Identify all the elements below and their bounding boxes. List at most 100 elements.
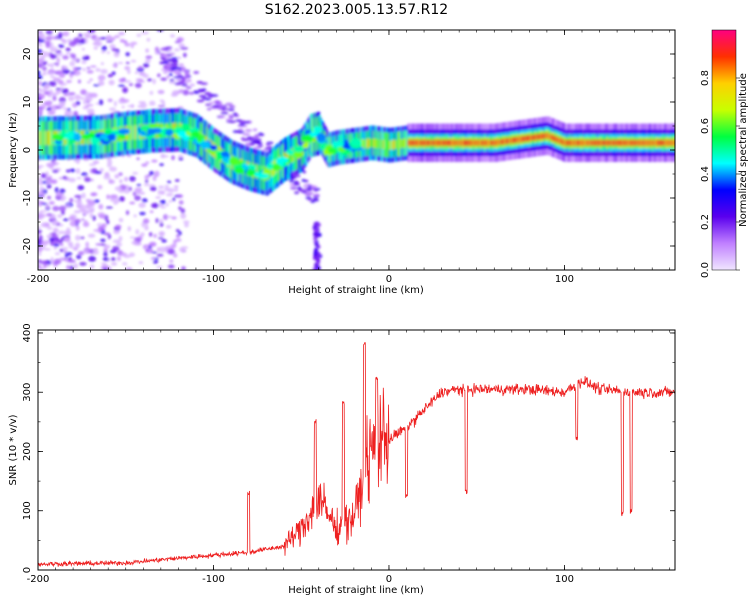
- spectrogram-speckle: [160, 205, 166, 209]
- spectrogram-speckle: [174, 187, 179, 192]
- spectrogram-speckle: [68, 95, 75, 102]
- spectrogram-speckle: [123, 80, 132, 83]
- spectrogram-speckle: [134, 187, 143, 193]
- spectrogram-speckle: [119, 179, 123, 184]
- spectrogram-streak: [313, 196, 319, 200]
- spectrogram-speckle: [152, 78, 156, 85]
- colorbar-tick-label: 0.8: [700, 70, 711, 86]
- spectrogram-streak: [314, 247, 319, 252]
- spectrogram-speckle: [112, 197, 121, 204]
- spectrogram-speckle: [94, 170, 102, 174]
- colorbar-frame: [711, 29, 737, 271]
- spectrogram-speckle: [159, 163, 164, 167]
- spectrogram-speckle: [176, 90, 185, 94]
- spectrogram-speckle: [98, 99, 104, 106]
- spectrogram-speckle: [74, 94, 82, 101]
- spectrogram-speckle: [114, 186, 122, 191]
- spectrogram-speckle: [75, 72, 81, 76]
- spectrogram-speckle: [62, 107, 69, 110]
- spectrogram-streak: [174, 82, 182, 86]
- spectrogram-streak: [267, 145, 273, 149]
- spectrogram-blob: [302, 142, 310, 149]
- colorbar-gradient: [712, 30, 736, 270]
- spectrogram-streak: [245, 120, 253, 124]
- spectrogram-streak: [177, 73, 182, 77]
- spectrogram-speckle: [73, 263, 78, 269]
- spectrogram-y-ticks: -20 -10 0 10 20: [22, 29, 675, 271]
- x-tick-label: -200: [27, 574, 50, 585]
- spectrogram-speckle: [103, 244, 111, 249]
- colorbar-tick-label: 0.4: [700, 166, 711, 182]
- spectrogram-speckle: [65, 47, 71, 52]
- spectrogram-speckle: [171, 216, 177, 220]
- spectrogram-speckle: [141, 198, 148, 203]
- spectrogram-blob: [246, 169, 256, 177]
- spectrogram-speckle: [103, 232, 111, 236]
- spectrogram-speckle: [159, 99, 164, 103]
- spectrogram-speckle: [46, 183, 52, 189]
- spectrogram-speckle: [133, 214, 137, 218]
- spectrogram-speckle: [95, 68, 101, 72]
- spectrogram-speckle: [46, 226, 53, 230]
- spectrogram-speckle: [70, 52, 74, 59]
- spectrogram-speckle: [47, 100, 52, 107]
- spectrogram-speckle: [149, 90, 154, 96]
- spectrogram-speckle: [166, 75, 170, 79]
- y-tick-label: -20: [22, 238, 33, 254]
- spectrogram-streak: [303, 184, 308, 188]
- spectrogram-speckle: [129, 252, 135, 257]
- spectrogram-streak: [166, 58, 171, 62]
- spectrogram-streak: [254, 134, 261, 138]
- spectrogram-speckle: [49, 179, 58, 184]
- spectrogram-blob: [312, 126, 323, 134]
- spectrogram-speckle: [73, 110, 79, 117]
- spectrogram-speckle: [177, 56, 182, 59]
- spectrogram-speckle: [132, 191, 137, 197]
- spectrogram-speckle: [51, 232, 57, 238]
- spectrogram-speckle: [70, 169, 76, 173]
- spectrogram-speckle: [118, 196, 125, 202]
- spectrogram-speckle: [57, 214, 63, 218]
- spectrogram-speckle: [148, 102, 156, 106]
- x-tick-label: -100: [202, 274, 225, 285]
- spectrogram-speckle: [105, 206, 114, 209]
- spectrogram-blob: [188, 135, 195, 142]
- spectrogram-blob: [309, 131, 319, 138]
- spectrogram-speckle: [68, 177, 76, 183]
- spectrogram-streak: [204, 92, 212, 96]
- spectrogram-streak: [242, 132, 251, 136]
- spectrogram-speckle: [38, 235, 43, 241]
- spectrogram-blob: [73, 133, 82, 142]
- spectrogram-speckle: [38, 63, 43, 69]
- spectrogram-speckle: [131, 240, 138, 245]
- spectrogram-speckle: [62, 247, 69, 250]
- spectrogram-speckle: [38, 226, 41, 230]
- spectrogram-speckle: [156, 246, 161, 252]
- spectrogram-speckle: [48, 237, 55, 242]
- snr-panel: -200 -100 0 100 0 100 200 300 400 Height of str…: [8, 323, 676, 596]
- spectrogram-speckle: [82, 56, 89, 61]
- snr-frame: [37, 329, 676, 571]
- spectrogram-streak: [219, 104, 225, 108]
- spectrogram-speckle: [119, 38, 125, 43]
- spectrogram-speckle: [125, 210, 130, 216]
- spectrogram-speckle: [171, 155, 175, 161]
- y-tick-label: 200: [22, 442, 33, 461]
- spectrogram-speckle: [49, 54, 57, 59]
- spectrogram-streak: [257, 144, 264, 148]
- spectrogram-speckle: [101, 50, 106, 54]
- spectrogram-streak: [312, 225, 317, 230]
- spectrogram-speckle: [42, 61, 48, 65]
- spectrogram-speckle: [165, 224, 172, 229]
- spectrogram-speckle: [80, 236, 85, 239]
- spectrogram-speckle: [100, 69, 108, 74]
- spectrogram-speckle: [38, 213, 46, 219]
- spectrogram-speckle: [38, 186, 45, 191]
- spectrogram-speckle: [45, 177, 52, 180]
- spectrogram-speckle: [146, 37, 151, 42]
- spectrogram-streak: [208, 101, 215, 105]
- spectrogram-speckle: [81, 192, 86, 199]
- spectrogram-speckle: [145, 55, 153, 59]
- x-tick-label: 0: [386, 574, 392, 585]
